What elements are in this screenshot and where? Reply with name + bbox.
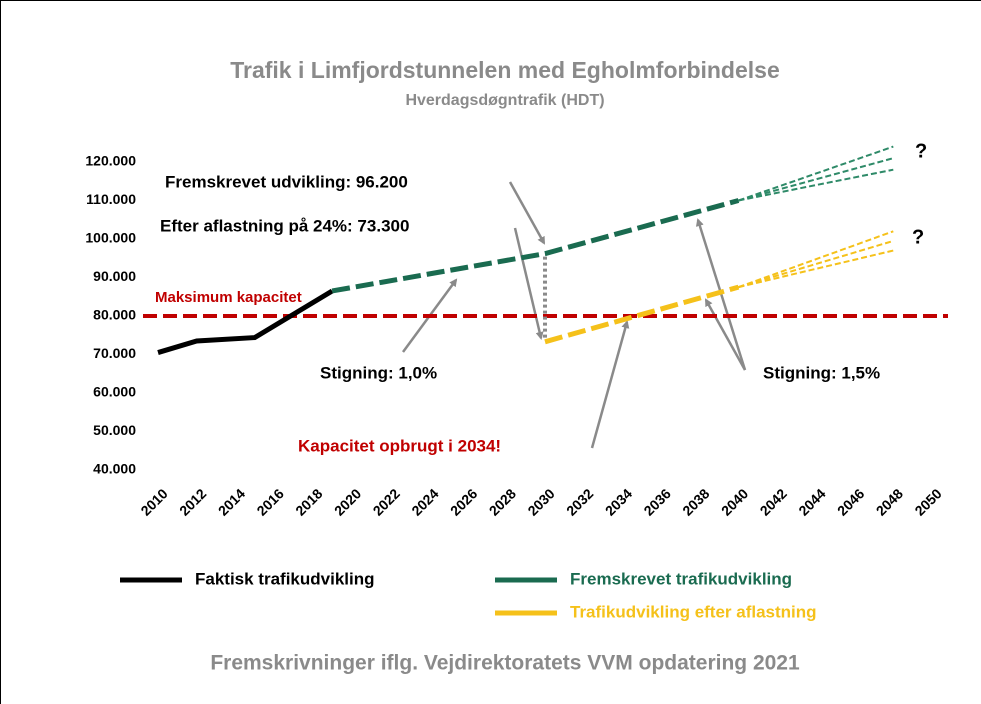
series-line <box>738 230 894 289</box>
y-tick-label: 70.000 <box>93 345 136 361</box>
legend-label: Faktisk trafikudvikling <box>195 569 375 588</box>
arrow <box>704 298 747 371</box>
y-tick-label: 40.000 <box>93 461 136 477</box>
reference-label: Maksimum kapacitet <box>155 289 302 306</box>
y-tick-label: 50.000 <box>93 422 136 438</box>
annotation: Stigning: 1,0% <box>320 363 437 382</box>
arrow <box>513 227 544 340</box>
series-line <box>157 288 334 355</box>
annotation: Fremskrevet udvikling: 96.200 <box>165 172 408 191</box>
y-tick-label: 120.000 <box>85 153 136 169</box>
y-tick-label: 110.000 <box>86 191 136 207</box>
series-line <box>544 284 740 345</box>
y-tick-label: 100.000 <box>85 230 136 246</box>
arrow <box>508 181 546 245</box>
chart-title: Trafik i Limfjordstunnelen med Egholmfor… <box>230 57 780 83</box>
legend-label: Fremskrevet trafikudvikling <box>570 569 792 588</box>
annotation: ? <box>912 226 924 248</box>
legend-label: Trafikudvikling efter aflastning <box>570 602 817 621</box>
series-line <box>738 168 894 202</box>
annotation: Kapacitet opbrugt i 2034! <box>298 436 501 455</box>
series-line <box>738 145 894 202</box>
series-line <box>331 198 740 294</box>
arrow <box>695 218 747 371</box>
y-tick-label: 60.000 <box>93 384 136 400</box>
chart-subtitle: Hverdagsdøgntrafik (HDT) <box>405 92 604 109</box>
arrow <box>590 320 630 449</box>
annotation: Efter aflastning på 24%: 73.300 <box>160 216 409 235</box>
source: Fremskrivninger iflg. Vejdirektoratets V… <box>210 652 800 675</box>
y-tick-label: 80.000 <box>93 307 136 323</box>
annotation: Stigning: 1,5% <box>763 363 880 382</box>
annotation: ? <box>915 140 927 162</box>
y-tick-label: 90.000 <box>93 268 136 284</box>
